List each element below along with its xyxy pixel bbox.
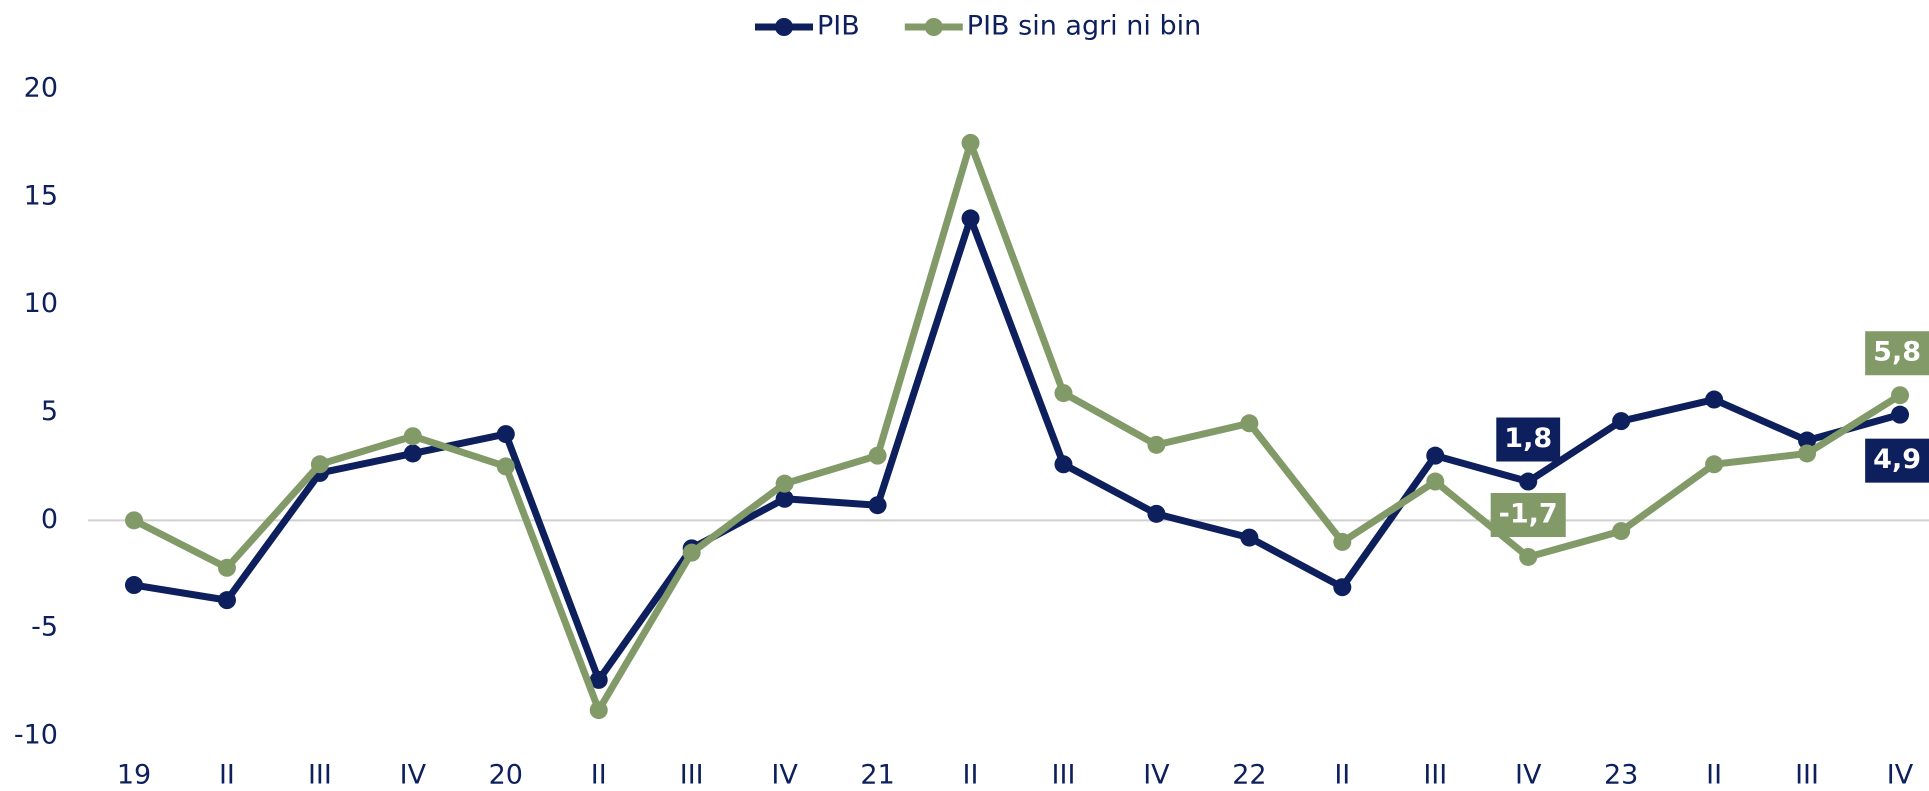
point bbox=[1612, 412, 1631, 431]
point bbox=[961, 209, 980, 228]
point bbox=[775, 474, 794, 493]
legend-item: PIB bbox=[755, 11, 860, 42]
point bbox=[868, 496, 887, 515]
point bbox=[868, 446, 887, 465]
x-tick-label: IV bbox=[1143, 760, 1170, 791]
point bbox=[1054, 384, 1073, 403]
x-tick-label: III bbox=[308, 760, 332, 791]
point bbox=[403, 427, 422, 446]
point bbox=[1891, 405, 1909, 424]
point bbox=[1519, 472, 1538, 491]
point bbox=[1240, 528, 1259, 547]
point bbox=[217, 591, 236, 610]
point bbox=[961, 133, 980, 152]
y-tick-label: 10 bbox=[24, 288, 58, 319]
point bbox=[1054, 455, 1073, 474]
series-line bbox=[132, 139, 1902, 714]
x-tick-label: 21 bbox=[860, 760, 894, 791]
y-tick-label: 20 bbox=[24, 73, 58, 104]
x-tick-label: II bbox=[1334, 760, 1350, 791]
legend-label: PIB sin agri ni bin bbox=[967, 11, 1201, 42]
point bbox=[682, 543, 701, 562]
x-tick-label: IV bbox=[771, 760, 798, 791]
point bbox=[1798, 431, 1817, 450]
point bbox=[1705, 390, 1724, 409]
point bbox=[1333, 578, 1352, 597]
y-tick-label: -10 bbox=[14, 720, 58, 751]
x-tick-label: 20 bbox=[489, 760, 523, 791]
x-tick-label: II bbox=[219, 760, 235, 791]
legend-label: PIB bbox=[817, 11, 860, 42]
y-tick-label: 5 bbox=[41, 396, 58, 427]
data-label-text: 1,8 bbox=[1504, 423, 1552, 454]
point bbox=[589, 701, 608, 720]
data-label-text: 5,8 bbox=[1873, 337, 1921, 368]
x-tick-label: II bbox=[1706, 760, 1722, 791]
point bbox=[1240, 414, 1259, 433]
point bbox=[1333, 532, 1352, 551]
legend-marker bbox=[775, 18, 793, 36]
data-label-text: 4,9 bbox=[1873, 444, 1921, 475]
data-label: 4,9 bbox=[1865, 438, 1929, 483]
x-tick-label: III bbox=[1795, 760, 1819, 791]
x-tick-label: III bbox=[680, 760, 704, 791]
x-tick-label: 19 bbox=[117, 760, 151, 791]
data-label-box bbox=[1496, 417, 1561, 462]
point bbox=[217, 558, 236, 577]
legend-marker bbox=[924, 18, 943, 36]
y-tick-label: 0 bbox=[41, 504, 58, 535]
data-label-box bbox=[1865, 331, 1929, 376]
point bbox=[1798, 444, 1817, 463]
legend-item: PIB sin agri ni bin bbox=[904, 11, 1201, 42]
point bbox=[1705, 455, 1724, 474]
x-tick-label: 23 bbox=[1604, 760, 1638, 791]
point bbox=[1426, 472, 1445, 491]
x-tick-label: IV bbox=[1887, 760, 1914, 791]
y-tick-label: 15 bbox=[24, 180, 58, 211]
point bbox=[496, 425, 515, 444]
x-tick-label: III bbox=[1423, 760, 1447, 791]
point bbox=[1612, 522, 1631, 541]
data-label: 1,8 bbox=[1496, 417, 1561, 462]
x-tick-label: II bbox=[963, 760, 979, 791]
x-tick-label: IV bbox=[400, 760, 427, 791]
data-label: -1,7 bbox=[1490, 492, 1566, 537]
data-label: 5,8 bbox=[1865, 331, 1929, 376]
x-tick-label: II bbox=[591, 760, 607, 791]
point bbox=[1519, 547, 1538, 566]
point bbox=[1426, 446, 1445, 465]
x-tick-label: III bbox=[1052, 760, 1076, 791]
point bbox=[589, 670, 608, 689]
x-tick-label: 22 bbox=[1232, 760, 1266, 791]
data-label-box bbox=[1865, 438, 1929, 483]
point bbox=[496, 457, 515, 476]
x-tick-label: IV bbox=[1515, 760, 1542, 791]
point bbox=[125, 511, 143, 530]
point bbox=[1147, 435, 1166, 454]
point bbox=[1147, 504, 1166, 523]
data-label-text: -1,7 bbox=[1499, 498, 1558, 529]
point bbox=[403, 444, 422, 463]
point bbox=[125, 576, 143, 595]
point bbox=[1891, 386, 1909, 405]
series-line bbox=[133, 214, 1901, 684]
point bbox=[310, 455, 329, 474]
point bbox=[775, 489, 794, 508]
y-tick-label: -5 bbox=[31, 612, 58, 643]
data-label-box bbox=[1490, 492, 1566, 537]
